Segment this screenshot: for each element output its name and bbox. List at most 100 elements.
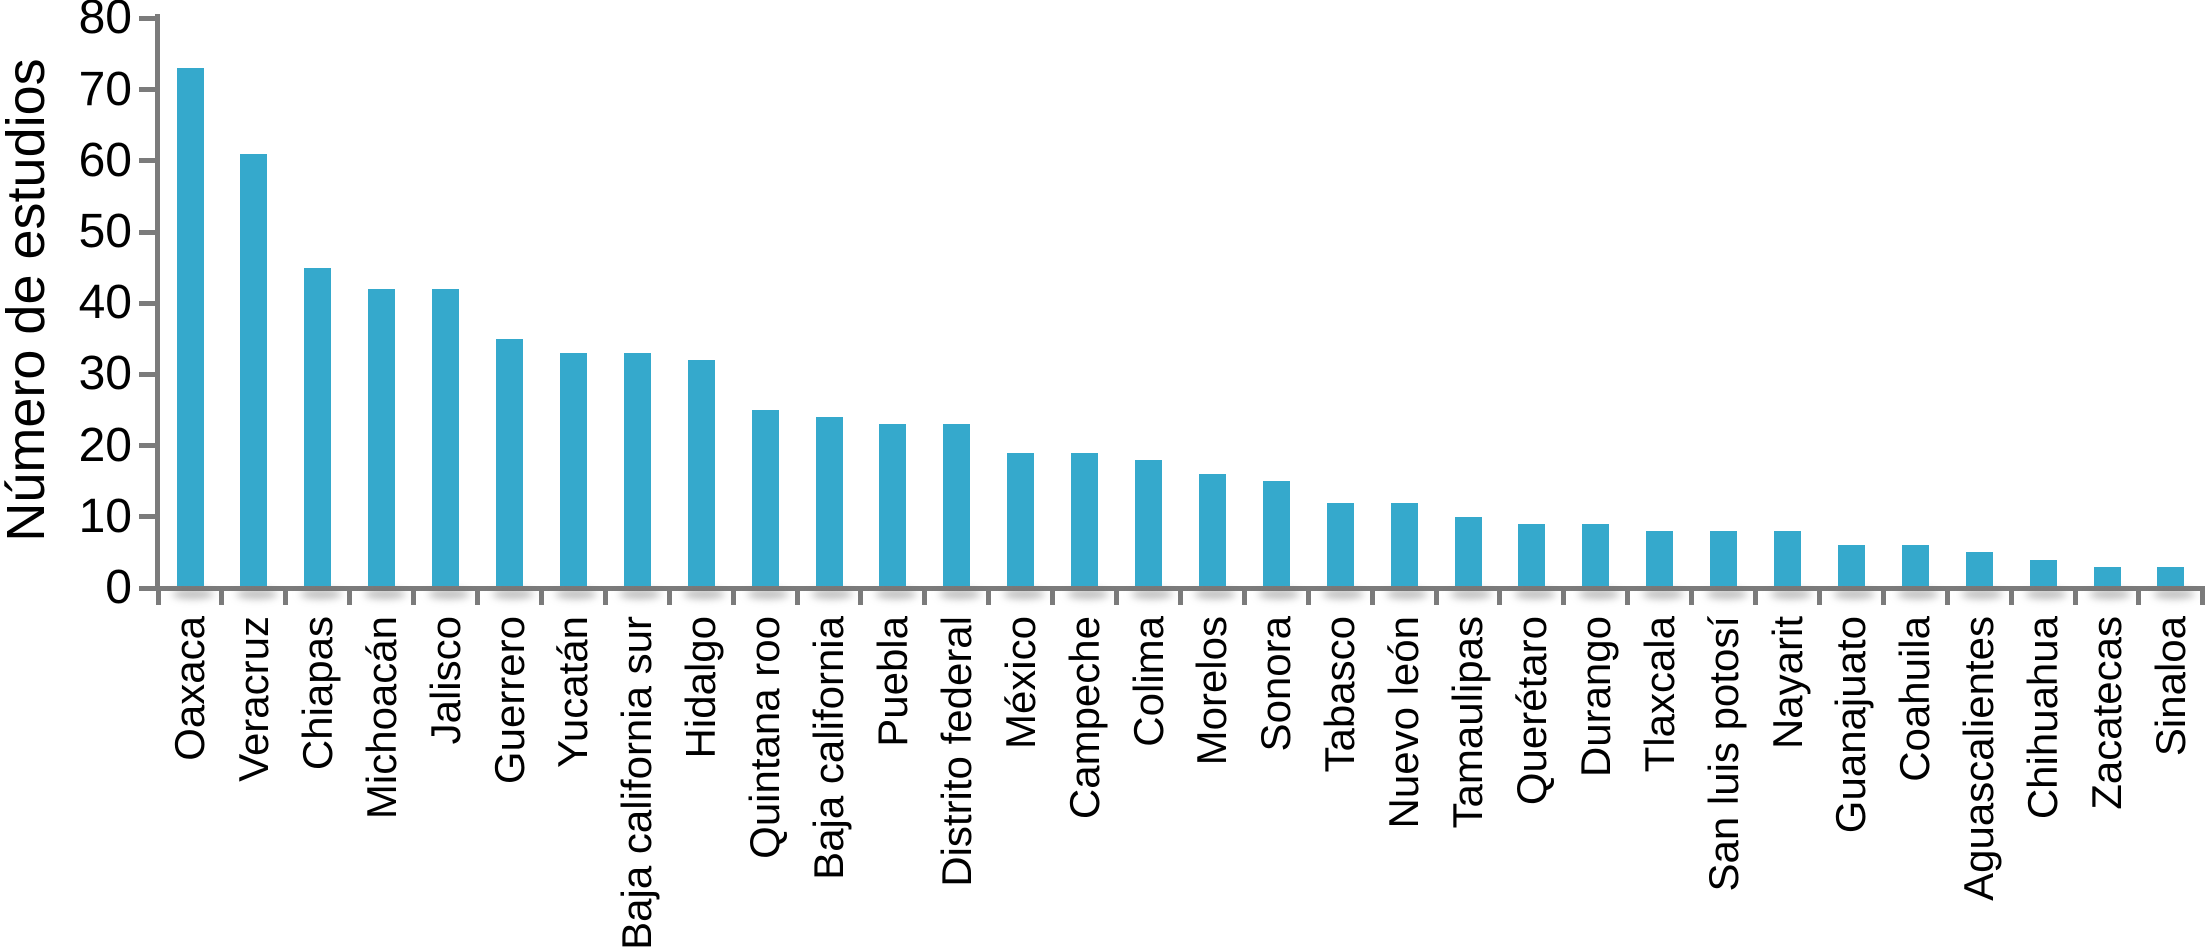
bar — [432, 288, 460, 586]
x-tick — [2072, 589, 2078, 605]
x-tick — [2200, 589, 2205, 605]
x-label: Jalisco — [421, 616, 469, 745]
bar — [1007, 452, 1035, 586]
bar — [176, 68, 204, 586]
x-label: Colima — [1124, 616, 1172, 747]
bar-shadow — [1769, 589, 1812, 599]
x-tick — [1177, 589, 1183, 605]
x-label: Aguascalientes — [1955, 616, 2003, 901]
bar — [815, 417, 843, 586]
x-label: Nayarit — [1763, 616, 1811, 750]
bar-shadow — [363, 589, 406, 599]
x-tick — [858, 589, 864, 605]
x-tick — [1241, 589, 1247, 605]
y-tick — [139, 585, 155, 591]
x-tick — [1944, 589, 1950, 605]
bar — [1646, 531, 1674, 586]
bar-shadow — [172, 589, 214, 599]
bar-shadow — [299, 589, 342, 599]
x-label: Chihuahua — [2019, 616, 2066, 820]
bar-shadow — [2089, 589, 2131, 599]
x-tick — [411, 589, 417, 605]
x-label: Campeche — [1060, 616, 1108, 820]
bar-shadow — [1002, 589, 1045, 599]
bar — [1582, 523, 1610, 586]
bar — [1071, 452, 1099, 586]
bar — [1135, 459, 1162, 586]
bar-shadow — [1386, 589, 1429, 599]
y-tick-label: 80 — [78, 0, 132, 45]
x-tick — [347, 589, 353, 605]
bar-shadow — [874, 589, 917, 599]
bar-shadow — [2025, 589, 2068, 599]
bar — [623, 353, 651, 586]
x-label: México — [996, 616, 1044, 750]
y-tick — [139, 229, 155, 235]
bar — [2157, 566, 2185, 586]
bar — [559, 353, 587, 586]
y-tick-label: 40 — [78, 276, 132, 330]
x-label: Chiapas — [293, 616, 341, 771]
x-label: Oaxaca — [165, 616, 213, 761]
bar-shadow — [811, 589, 853, 599]
x-label: Coahuila — [1891, 616, 1939, 782]
y-axis-line — [155, 14, 160, 591]
bar — [1518, 523, 1546, 586]
x-label: Baja california sur — [613, 616, 661, 950]
x-tick — [986, 589, 992, 605]
bar — [1965, 552, 1993, 586]
x-label: San luis potosí — [1699, 616, 1747, 892]
x-tick — [538, 589, 544, 605]
bar — [687, 360, 715, 586]
bar — [2093, 566, 2121, 586]
bar — [1454, 516, 1482, 586]
x-tick — [1561, 589, 1567, 605]
bar-shadow — [427, 589, 470, 599]
x-tick — [1369, 589, 1375, 605]
bar-shadow — [1322, 589, 1365, 599]
bar — [1774, 531, 1801, 586]
bar-shadow — [1641, 589, 1684, 599]
bar-shadow — [1833, 589, 1876, 599]
bar — [1837, 545, 1865, 586]
bar-shadow — [2152, 589, 2195, 599]
y-tick-label: 10 — [78, 489, 132, 543]
y-tick — [139, 87, 155, 93]
x-label: Hidalgo — [677, 616, 725, 759]
bar-shadow — [683, 589, 726, 599]
x-tick — [1689, 589, 1695, 605]
x-tick — [1625, 589, 1631, 605]
bar — [1901, 545, 1929, 586]
x-tick — [155, 589, 161, 605]
bar — [304, 267, 332, 586]
x-label: Veracruz — [229, 616, 277, 782]
bar-shadow — [1258, 589, 1301, 599]
bar-shadow — [1961, 589, 2004, 599]
x-label: Sinaloa — [2146, 616, 2194, 757]
bar-shadow — [555, 589, 598, 599]
x-label: Puebla — [868, 616, 916, 747]
x-tick — [219, 589, 225, 605]
x-label: Zacatecas — [2082, 616, 2130, 810]
x-label: Michoacán — [357, 616, 405, 820]
bar-shadow — [491, 589, 534, 599]
x-tick — [922, 589, 928, 605]
bar — [943, 424, 971, 586]
y-tick-label: 30 — [78, 347, 132, 401]
x-tick — [475, 589, 481, 605]
y-tick — [139, 371, 155, 377]
x-label: Sonora — [1252, 616, 1300, 752]
x-tick — [794, 589, 800, 605]
bar-shadow — [235, 589, 278, 599]
y-tick — [139, 514, 155, 520]
y-tick — [139, 158, 155, 164]
x-label: Durango — [1571, 616, 1619, 778]
x-tick — [1305, 589, 1311, 605]
x-label: Tamaulipas — [1443, 616, 1491, 829]
x-tick — [1433, 589, 1439, 605]
x-label: Morelos — [1188, 616, 1236, 766]
bar-shadow — [1577, 589, 1620, 599]
y-tick-label: 20 — [78, 418, 132, 472]
bar — [1710, 531, 1738, 586]
